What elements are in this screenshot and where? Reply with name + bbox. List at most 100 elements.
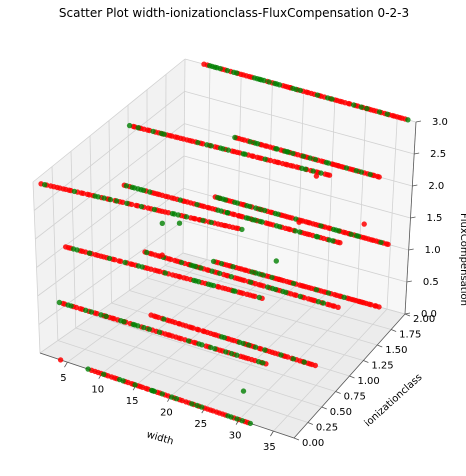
scatter-point xyxy=(169,394,175,400)
scatter-point xyxy=(222,197,229,203)
scatter-point xyxy=(57,357,64,363)
scatter-point xyxy=(240,340,246,347)
scatter-point xyxy=(101,371,107,377)
scatter-point xyxy=(42,182,48,188)
grid-y-floor xyxy=(147,277,378,346)
scatter-point xyxy=(247,139,253,145)
scatter-point xyxy=(322,171,328,177)
scatter-point xyxy=(358,104,364,110)
scatter-point xyxy=(312,156,319,163)
scatter-point xyxy=(208,143,214,149)
scatter-point xyxy=(217,195,223,201)
scatter-point xyxy=(107,196,114,203)
scatter-point xyxy=(183,214,190,220)
scatter-point xyxy=(133,202,139,209)
scatter-point xyxy=(198,265,204,271)
scatter-point xyxy=(162,270,168,276)
scatter-point xyxy=(103,313,109,319)
scatter-point xyxy=(199,404,205,410)
z-tick-label: 1.0 xyxy=(425,245,441,256)
scatter-point xyxy=(355,233,362,239)
scatter-point xyxy=(178,259,185,266)
scatter-point xyxy=(313,287,320,293)
scatter-point xyxy=(156,329,163,335)
scatter-point xyxy=(220,146,226,152)
scatter-point xyxy=(234,200,241,206)
scatter-point xyxy=(208,344,214,351)
scatter-point xyxy=(351,102,357,108)
scatter-point xyxy=(135,323,141,329)
z-tick-label: 3.0 xyxy=(432,117,448,128)
scatter-point xyxy=(86,250,93,256)
scatter-point xyxy=(277,224,283,230)
scatter-point xyxy=(204,142,210,148)
data-points xyxy=(38,61,411,427)
scatter-point xyxy=(254,141,261,147)
scatter-point xyxy=(228,274,234,280)
z-tick-label: 1.5 xyxy=(427,213,443,224)
x-tick-label: 10 xyxy=(91,385,104,396)
scatter-point xyxy=(297,293,303,300)
scatter-point xyxy=(261,77,267,84)
scatter-point xyxy=(252,344,259,350)
scatter-point xyxy=(325,160,332,166)
y-tick-mark xyxy=(349,375,355,379)
z-tick-mark xyxy=(415,120,422,123)
scatter-point xyxy=(234,416,240,422)
scatter-point xyxy=(148,312,154,318)
scatter-point xyxy=(221,334,227,341)
y-tick-label: 0.50 xyxy=(330,407,352,418)
scatter-point xyxy=(272,286,279,293)
scatter-point xyxy=(247,203,253,210)
scatter-point xyxy=(367,171,373,178)
scatter-point xyxy=(159,252,165,258)
scatter-point xyxy=(297,87,303,94)
scatter-point xyxy=(210,258,217,265)
scatter-point xyxy=(185,338,192,344)
scatter-point xyxy=(124,200,130,206)
z-tick-mark xyxy=(406,280,412,283)
scatter-point xyxy=(256,271,262,277)
x-tick-label: 35 xyxy=(263,442,276,453)
z-axis-label: FluxCompensation xyxy=(458,213,466,306)
scatter-point xyxy=(159,220,165,226)
scatter-point xyxy=(302,166,309,172)
scatter-point xyxy=(203,343,209,349)
scatter-point xyxy=(274,146,280,152)
scatter-point xyxy=(141,324,147,331)
grid-y-floor xyxy=(129,290,364,361)
scatter-point xyxy=(314,92,321,98)
scatter-point xyxy=(262,207,268,214)
scatter-point xyxy=(126,122,133,129)
scatter-point xyxy=(151,206,158,213)
y-tick-mark xyxy=(321,406,327,410)
x-tick-label: 5 xyxy=(60,373,66,384)
scatter-point xyxy=(273,258,279,264)
grid-z-side xyxy=(37,188,184,297)
scatter-point xyxy=(240,388,247,394)
scatter-point xyxy=(315,234,321,240)
scatter-point xyxy=(135,125,141,131)
scatter-point xyxy=(132,382,138,388)
x-tick-mark xyxy=(270,430,274,437)
scatter-point xyxy=(223,349,229,355)
scatter-point xyxy=(218,208,224,214)
scatter-point xyxy=(114,198,120,204)
scatter-point xyxy=(256,359,262,365)
scatter-point xyxy=(122,259,128,266)
scatter-point xyxy=(296,219,302,225)
scatter-point xyxy=(95,194,101,200)
y-tick-mark xyxy=(363,360,369,363)
scatter-point xyxy=(228,414,234,420)
scatter-point xyxy=(161,316,167,322)
scatter-point xyxy=(336,228,342,234)
scatter-point xyxy=(276,82,283,88)
scatter-point xyxy=(297,229,303,235)
z-tick-mark xyxy=(404,312,411,315)
scatter-point xyxy=(212,346,218,352)
y-tick-label: 2.00 xyxy=(413,314,435,325)
scatter-point xyxy=(266,79,272,85)
scatter-point xyxy=(253,205,259,211)
z-tick-label: 0.5 xyxy=(423,277,439,288)
scatter-point xyxy=(260,360,266,366)
